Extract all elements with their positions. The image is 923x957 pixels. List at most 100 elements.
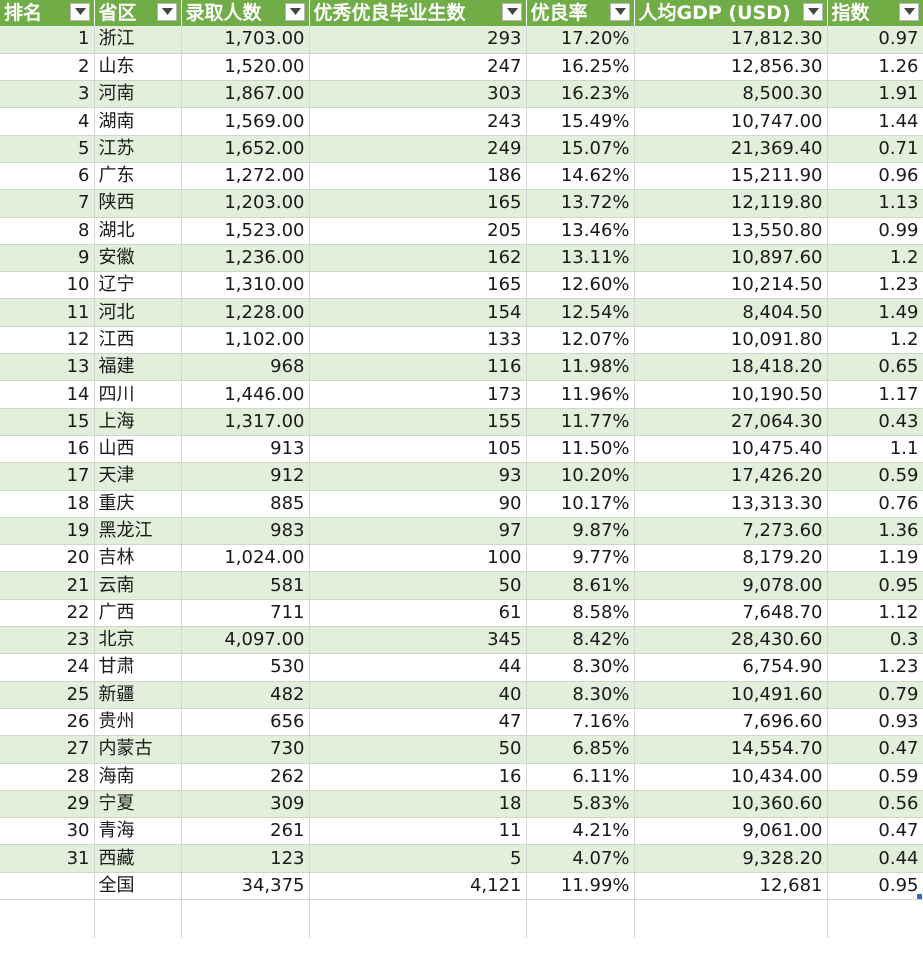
index-cell[interactable]: 1.17 [827,380,923,409]
rank-cell[interactable]: 15 [0,408,95,436]
gdp-cell[interactable]: 14,554.70 [634,735,828,764]
province-cell[interactable]: 云南 [94,571,182,600]
rank-cell[interactable]: 1 [0,26,95,54]
gdp-cell[interactable]: 21,369.40 [634,135,828,163]
gdp-cell[interactable]: 12,856.30 [634,53,828,82]
rate-cell[interactable]: 6.11% [526,763,635,791]
gdp-cell[interactable]: 12,681 [634,872,828,901]
index-cell[interactable]: 0.97 [827,26,923,54]
index-cell[interactable]: 0.96 [827,162,923,191]
gdp-cell[interactable]: 8,404.50 [634,298,828,327]
graduates-cell[interactable]: 16 [309,763,527,791]
graduates-cell[interactable]: 165 [309,189,527,218]
province-cell[interactable]: 重庆 [94,490,182,518]
rate-cell[interactable]: 9.87% [526,517,635,546]
gdp-cell[interactable]: 10,434.00 [634,763,828,791]
admitted-cell[interactable]: 482 [181,681,310,709]
gdp-cell[interactable]: 8,179.20 [634,544,828,573]
empty-cell[interactable] [634,899,828,938]
admitted-cell[interactable]: 983 [181,517,310,546]
graduates-cell[interactable]: 90 [309,490,527,518]
province-cell[interactable]: 四川 [94,380,182,409]
province-cell[interactable]: 全国 [94,872,182,901]
admitted-cell[interactable]: 656 [181,708,310,737]
rate-cell[interactable]: 11.77% [526,408,635,436]
fill-handle[interactable] [916,894,922,899]
gdp-cell[interactable]: 10,491.60 [634,681,828,709]
graduates-cell[interactable]: 50 [309,735,527,764]
index-cell[interactable]: 0.76 [827,490,923,518]
graduates-cell[interactable]: 247 [309,53,527,82]
graduates-cell[interactable]: 50 [309,571,527,600]
graduates-cell[interactable]: 18 [309,790,527,819]
admitted-cell[interactable]: 885 [181,490,310,518]
rate-cell[interactable]: 8.58% [526,599,635,628]
index-cell[interactable]: 1.36 [827,517,923,546]
admitted-cell[interactable]: 1,310.00 [181,271,310,300]
index-cell[interactable]: 0.47 [827,817,923,846]
index-cell[interactable]: 0.43 [827,408,923,436]
rate-cell[interactable]: 11.96% [526,380,635,409]
graduates-cell[interactable]: 303 [309,80,527,109]
rank-cell[interactable]: 3 [0,80,95,109]
gdp-cell[interactable]: 8,500.30 [634,80,828,109]
graduates-cell[interactable]: 116 [309,353,527,382]
admitted-cell[interactable]: 309 [181,790,310,819]
rank-cell[interactable]: 6 [0,162,95,191]
gdp-cell[interactable]: 12,119.80 [634,189,828,218]
admitted-cell[interactable]: 581 [181,571,310,600]
province-cell[interactable]: 广西 [94,599,182,628]
rate-cell[interactable]: 7.16% [526,708,635,737]
province-cell[interactable]: 北京 [94,626,182,655]
index-cell[interactable]: 1.44 [827,107,923,136]
graduates-cell[interactable]: 133 [309,326,527,355]
graduates-cell[interactable]: 243 [309,107,527,136]
gdp-cell[interactable]: 17,426.20 [634,462,828,491]
gdp-cell[interactable]: 9,078.00 [634,571,828,600]
index-cell[interactable]: 1.19 [827,544,923,573]
province-cell[interactable]: 山东 [94,53,182,82]
rank-cell[interactable]: 2 [0,53,95,82]
province-cell[interactable]: 浙江 [94,26,182,54]
province-cell[interactable]: 湖南 [94,107,182,136]
rate-cell[interactable]: 11.50% [526,435,635,464]
gdp-cell[interactable]: 9,061.00 [634,817,828,846]
rate-cell[interactable]: 5.83% [526,790,635,819]
graduates-cell[interactable]: 47 [309,708,527,737]
rate-cell[interactable]: 16.25% [526,53,635,82]
province-cell[interactable]: 海南 [94,763,182,791]
admitted-cell[interactable]: 123 [181,844,310,873]
province-cell[interactable]: 青海 [94,817,182,846]
rate-cell[interactable]: 16.23% [526,80,635,109]
rate-cell[interactable]: 8.30% [526,653,635,682]
rank-cell[interactable]: 26 [0,708,95,737]
province-cell[interactable]: 甘肃 [94,653,182,682]
rate-cell[interactable]: 10.17% [526,490,635,518]
rank-cell[interactable]: 11 [0,298,95,327]
rank-cell[interactable]: 13 [0,353,95,382]
index-cell[interactable]: 0.95 [827,571,923,600]
index-cell[interactable]: 0.47 [827,735,923,764]
rank-cell[interactable]: 21 [0,571,95,600]
province-cell[interactable]: 陕西 [94,189,182,218]
rate-cell[interactable]: 8.61% [526,571,635,600]
rate-cell[interactable]: 13.11% [526,244,635,273]
rate-cell[interactable]: 11.98% [526,353,635,382]
gdp-cell[interactable]: 10,214.50 [634,271,828,300]
rate-cell[interactable]: 8.30% [526,681,635,709]
rate-cell[interactable]: 11.99% [526,872,635,901]
index-cell[interactable]: 0.95 [827,872,923,901]
index-cell[interactable]: 1.23 [827,653,923,682]
rank-cell[interactable]: 10 [0,271,95,300]
rate-cell[interactable]: 4.07% [526,844,635,873]
graduates-cell[interactable]: 5 [309,844,527,873]
empty-cell[interactable] [0,899,95,938]
admitted-cell[interactable]: 1,236.00 [181,244,310,273]
index-cell[interactable]: 0.71 [827,135,923,163]
admitted-cell[interactable]: 1,203.00 [181,189,310,218]
empty-cell[interactable] [526,899,635,938]
graduates-cell[interactable]: 205 [309,217,527,245]
rate-cell[interactable]: 10.20% [526,462,635,491]
rank-cell[interactable]: 12 [0,326,95,355]
rank-cell[interactable]: 7 [0,189,95,218]
